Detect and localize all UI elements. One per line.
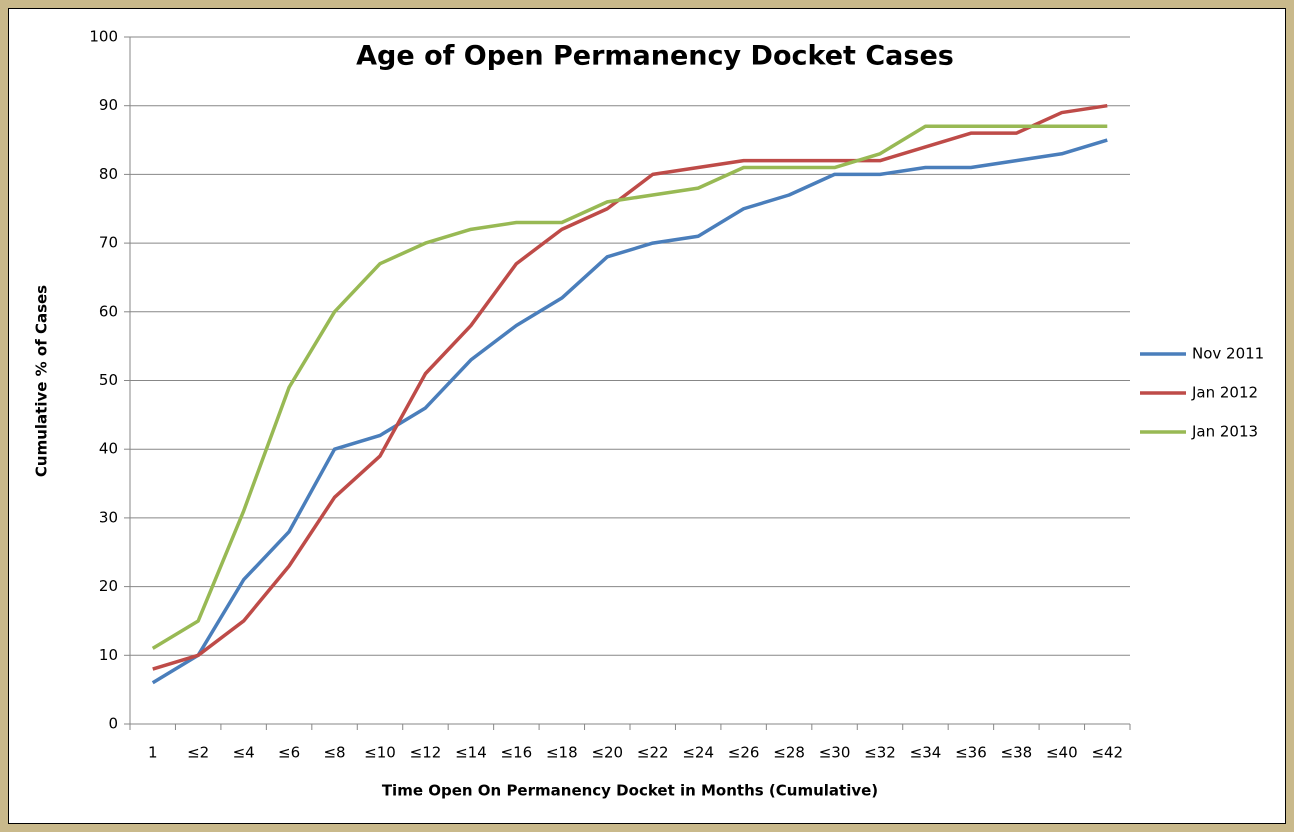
y-tick-label: 50: [99, 371, 118, 389]
x-tick-label: 1: [148, 744, 158, 762]
x-tick-label: ≤38: [1001, 744, 1033, 762]
y-axis-label: Cumulative % of Cases: [33, 285, 51, 477]
x-tick-label: ≤12: [410, 744, 442, 762]
y-tick-label: 70: [99, 234, 118, 252]
x-tick-label: ≤10: [364, 744, 396, 762]
x-tick-label: ≤2: [187, 744, 209, 762]
x-axis-label: Time Open On Permanency Docket in Months…: [382, 782, 878, 800]
legend-label: Jan 2012: [1191, 384, 1258, 402]
x-tick-label: ≤42: [1091, 744, 1123, 762]
x-tick-label: ≤34: [910, 744, 942, 762]
y-tick-label: 60: [99, 302, 118, 320]
x-tick-label: ≤22: [637, 744, 669, 762]
x-tick-label: ≤26: [728, 744, 760, 762]
chart-title: Age of Open Permanency Docket Cases: [356, 41, 954, 72]
x-tick-label: ≤6: [278, 744, 300, 762]
series-line: [151, 138, 1108, 685]
x-tick-label: ≤20: [591, 744, 623, 762]
y-tick-label: 30: [99, 508, 118, 526]
x-tick-label: ≤32: [864, 744, 896, 762]
y-tick-label: 20: [99, 577, 118, 595]
y-tick-label: 100: [89, 28, 118, 46]
x-tick-label: ≤40: [1046, 744, 1078, 762]
x-tick-label: ≤4: [233, 744, 255, 762]
y-tick-label: 90: [99, 96, 118, 114]
x-tick-label: ≤24: [682, 744, 714, 762]
chart-panel: [8, 8, 1286, 824]
x-tick-label: ≤28: [773, 744, 805, 762]
x-tick-label: ≤18: [546, 744, 578, 762]
series-line: [151, 124, 1108, 650]
x-tick-label: ≤14: [455, 744, 487, 762]
x-tick-label: ≤30: [819, 744, 851, 762]
y-tick-label: 10: [99, 646, 118, 664]
x-tick-label: ≤16: [501, 744, 533, 762]
x-tick-label: ≤8: [323, 744, 345, 762]
x-tick-label: ≤36: [955, 744, 987, 762]
series-line: [152, 103, 1108, 671]
legend-label: Jan 2013: [1191, 423, 1258, 441]
y-tick-label: 0: [108, 715, 118, 733]
y-tick-label: 80: [99, 165, 118, 183]
legend-label: Nov 2011: [1192, 345, 1264, 363]
y-tick-label: 40: [99, 440, 118, 458]
